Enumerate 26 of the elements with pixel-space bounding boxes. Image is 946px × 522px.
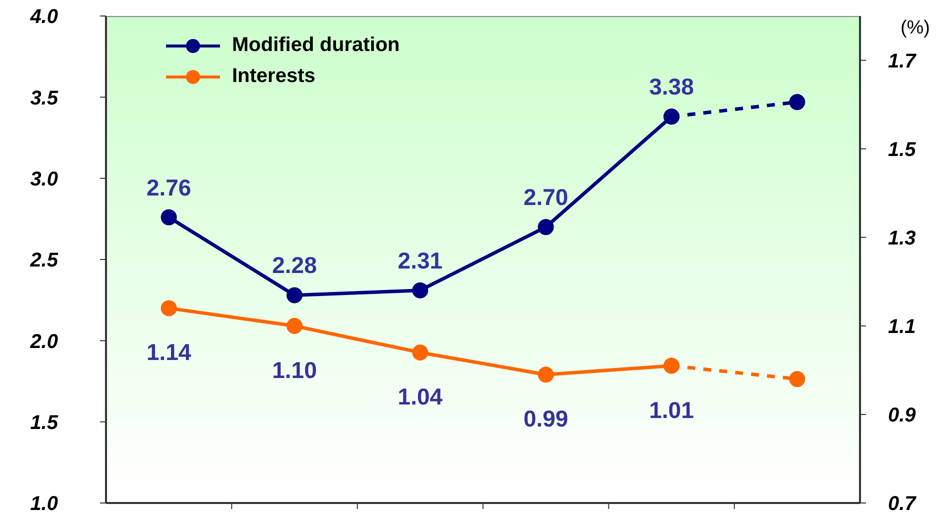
y2-tick-label: 0.7 [888, 493, 917, 516]
y2-tick-label: 1.7 [888, 50, 917, 72]
data-label: 1.04 [398, 383, 443, 410]
y2-tick-label: 1.1 [888, 316, 916, 338]
y2-axis-title: (%) [900, 17, 930, 38]
y-tick-label: 3.0 [30, 168, 58, 190]
legend-label: Interests [232, 65, 316, 88]
y-tick-label: 3.5 [30, 87, 59, 110]
data-label: 0.99 [523, 406, 568, 432]
y2-tick-label: 1.5 [888, 138, 917, 161]
y2-tick-label: 0.9 [888, 404, 917, 427]
y-tick-label: 2.0 [29, 330, 58, 353]
y-tick-label: 1.0 [30, 493, 58, 516]
data-label: 1.10 [272, 356, 317, 383]
data-label: 2.76 [146, 174, 192, 200]
data-label: 2.70 [523, 184, 568, 210]
data-label: 2.31 [398, 247, 443, 274]
data-label: 1.01 [649, 396, 694, 423]
y2-tick-label: 1.3 [888, 227, 916, 250]
y-tick-label: 1.5 [30, 412, 59, 434]
data-label: 1.14 [146, 339, 192, 366]
y-tick-label: 4.0 [29, 6, 58, 28]
data-label: 2.28 [272, 252, 318, 278]
legend-label: Modified duration [232, 34, 400, 57]
y-tick-label: 2.5 [29, 250, 59, 272]
data-label: 3.38 [649, 74, 694, 100]
